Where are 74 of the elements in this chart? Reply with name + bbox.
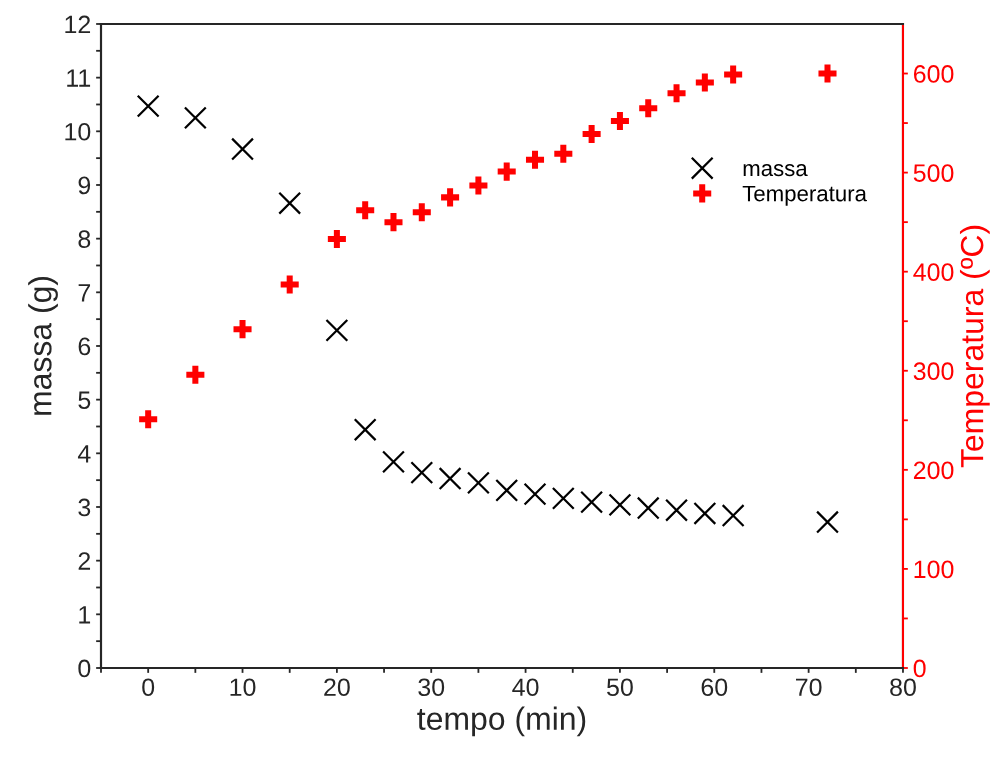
y2-tick-label: 400 (913, 263, 954, 281)
x-tick-label: 80 (890, 678, 916, 697)
y-tick-label: 10 (65, 122, 91, 141)
point (639, 99, 658, 118)
point (410, 461, 434, 485)
y2-tick-label: 300 (913, 362, 954, 381)
x-tick-label: 40 (512, 678, 539, 697)
point (695, 73, 714, 92)
point (523, 482, 547, 506)
y-tick-label: 1 (79, 606, 91, 624)
point (233, 320, 252, 339)
point (610, 112, 629, 131)
y2-tick-label: 500 (913, 164, 954, 182)
point (278, 191, 302, 215)
point (551, 486, 575, 510)
point (139, 410, 158, 429)
y2-axis-title: Temperatura (ºC) (959, 225, 990, 468)
point (582, 124, 601, 143)
point (497, 162, 516, 181)
point (325, 318, 349, 342)
y-tick-label: 5 (78, 391, 91, 409)
point (667, 84, 686, 103)
point (186, 365, 205, 384)
point (815, 510, 840, 534)
y2-tick-label: 0 (913, 659, 926, 678)
point (469, 176, 488, 195)
point (438, 467, 462, 491)
point (353, 418, 377, 442)
point (384, 213, 403, 232)
y-tick-label: 9 (78, 176, 91, 195)
y-tick-label: 6 (78, 337, 91, 356)
point (136, 94, 160, 118)
point (183, 106, 207, 130)
y2-tick-label: 200 (913, 461, 954, 480)
y-tick-label: 4 (77, 445, 91, 463)
x-tick-label: 10 (230, 678, 256, 697)
x-tick-label: 60 (701, 678, 728, 697)
legend-label: Temperatura (742, 185, 867, 206)
point (636, 496, 660, 520)
y-tick-label: 3 (78, 498, 91, 517)
y-tick-label: 12 (65, 15, 91, 34)
point (608, 493, 632, 517)
x-axis-title: tempo (min) (417, 706, 586, 737)
point (356, 201, 375, 220)
point (724, 65, 743, 84)
point (412, 203, 431, 222)
point (280, 275, 299, 294)
x-tick-label: 20 (324, 678, 350, 697)
point (466, 471, 490, 495)
y-tick-label: 8 (78, 230, 91, 248)
y-tick-label: 2 (78, 552, 91, 570)
point (231, 137, 255, 161)
point (693, 501, 717, 525)
y-tick-label: 7 (78, 284, 91, 302)
point (327, 229, 346, 249)
x-tick-label: 50 (607, 678, 633, 697)
legend-label: massa (743, 164, 808, 177)
x-tick-label: 30 (418, 678, 445, 697)
y2-tick-label: 600 (913, 65, 954, 83)
y-axis-title: massa (g) (28, 276, 58, 415)
point (441, 188, 460, 207)
x-tick-label: 0 (142, 678, 155, 697)
y-tick-label: 0 (78, 659, 91, 678)
point (665, 498, 689, 522)
point (818, 64, 837, 83)
y-tick-label: 11 (67, 69, 91, 87)
point (580, 490, 604, 514)
y2-tick-label: 100 (914, 560, 954, 579)
point (525, 150, 545, 169)
point (721, 504, 745, 528)
point (554, 144, 573, 163)
x-tick-label: 70 (796, 678, 822, 697)
point (495, 478, 519, 502)
point (381, 450, 406, 474)
